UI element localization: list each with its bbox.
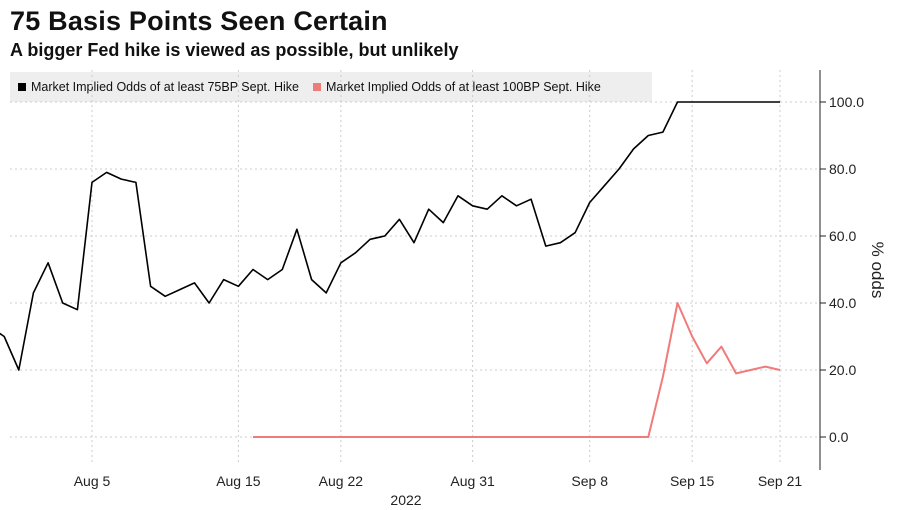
x-tick-label: Aug 22 — [319, 473, 364, 489]
legend-label-75bp: Market Implied Odds of at least 75BP Sep… — [31, 80, 299, 94]
y-tick-label: 60.0 — [829, 228, 856, 244]
y-tick-label: 40.0 — [829, 295, 856, 311]
chart-title: 75 Basis Points Seen Certain — [10, 6, 388, 36]
chart-subtitle: A bigger Fed hike is viewed as possible,… — [10, 40, 459, 60]
y-tick-label: 0.0 — [829, 429, 849, 445]
y-tick-label: 80.0 — [829, 161, 856, 177]
legend-label-100bp: Market Implied Odds of at least 100BP Se… — [325, 80, 601, 94]
x-tick-label: Sep 15 — [670, 473, 715, 489]
y-tick-label: 20.0 — [829, 362, 856, 378]
x-tick-label: Sep 8 — [571, 473, 608, 489]
y-tick-label: 100.0 — [829, 94, 864, 110]
legend-swatch-100bp — [312, 83, 321, 91]
x-year-label: 2022 — [390, 492, 421, 508]
x-tick-label: Aug 31 — [450, 473, 495, 489]
x-tick-label: Aug 15 — [216, 473, 261, 489]
y-axis-label: % odds — [868, 242, 887, 299]
x-tick-label: Sep 21 — [758, 473, 803, 489]
x-tick-label: Aug 5 — [74, 473, 111, 489]
legend: Market Implied Odds of at least 75BP Sep… — [10, 72, 652, 102]
legend-swatch-75bp — [18, 83, 26, 91]
series-line-1 — [253, 302, 781, 438]
legend-item-75bp: Market Implied Odds of at least 75BP Sep… — [18, 80, 299, 94]
legend-item-100bp: Market Implied Odds of at least 100BP Se… — [312, 80, 601, 94]
series-line-0 — [0, 101, 780, 371]
